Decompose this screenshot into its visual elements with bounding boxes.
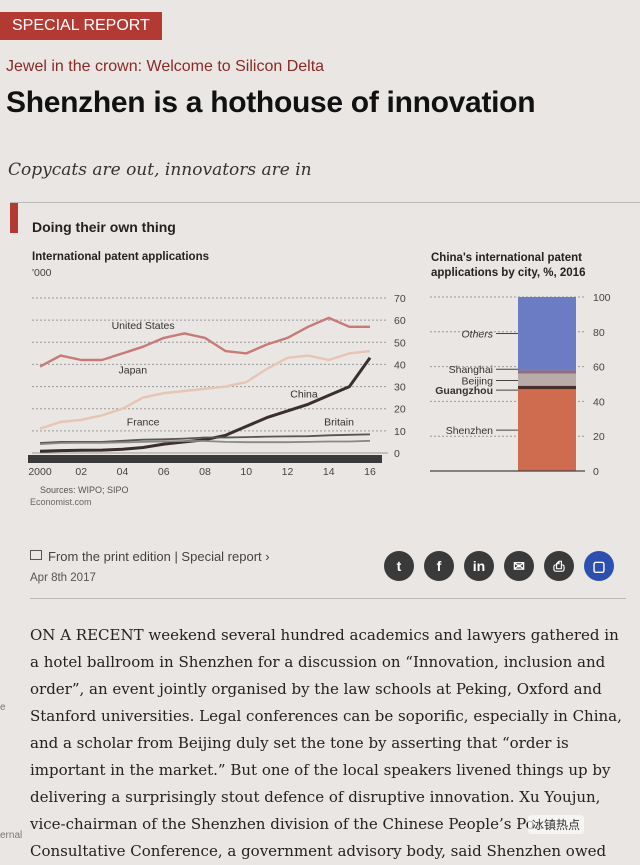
special-report-tag[interactable]: SPECIAL REPORT [0,12,162,40]
x-axis-band [28,455,382,463]
y-tick-label: 40 [394,359,406,371]
print-icon[interactable]: ⎙ [544,551,574,581]
chart-svg: 0 10 20 30 40 50 60 70 2000 02 04 06 08 10 12 14 16 Unite… [28,292,611,478]
x-tick-label: 2000 [28,466,52,478]
chart-credit: Economist.com [30,497,92,507]
series-label: United States [112,320,175,332]
x-tick-label: 12 [282,466,294,478]
y-tick-label: 60 [394,315,406,327]
bar-chart-title: China's international patent application… [431,252,586,279]
headline: Shenzhen is a hothouse of innovation [6,86,536,119]
x-tick-label: 06 [158,466,170,478]
linkedin-icon[interactable]: in [464,551,494,581]
x-tick-label: 02 [75,466,87,478]
bar-y-tick-label: 40 [593,396,605,408]
bar-y-tick-label: 20 [593,431,605,443]
bar-segment-label: Others [461,329,493,341]
y-tick-label: 20 [394,404,406,416]
bar-segment-beijing [518,373,576,386]
email-icon[interactable]: ✉ [504,551,534,581]
twitter-icon[interactable]: t [384,551,414,581]
series-label: France [127,416,160,428]
series-line-britain [39,439,371,445]
series-line-france [39,433,371,444]
chart-accent-bar [10,203,18,233]
bar-segment-others [518,297,576,371]
line-chart-unit: '000 [32,267,52,279]
y-tick-label: 10 [394,426,406,438]
print-edition-icon [30,550,42,560]
bar-segment-label: Shenzhen [446,425,493,437]
kicker: Jewel in the crown: Welcome to Silicon D… [6,58,325,75]
bar-segment-label: Shanghai [449,364,493,376]
margin-fragment: ernal [0,830,23,841]
series-line-japan [39,349,371,430]
x-tick-label: 16 [364,466,376,478]
chart-panel: Doing their own thing International pate… [10,202,640,513]
series-label: Britain [324,416,354,428]
article-date: Apr 8th 2017 [30,572,96,584]
y-tick-label: 0 [394,448,400,460]
bar-segment-shanghai [518,370,576,374]
x-tick-label: 10 [240,466,252,478]
chart-title: Doing their own thing [32,219,176,235]
chart-sources: Sources: WIPO; SIPO [40,485,129,495]
y-tick-label: 30 [394,382,406,394]
facebook-icon[interactable]: f [424,551,454,581]
divider [30,598,626,599]
bar-y-tick-label: 60 [593,362,605,374]
line-chart-subtitle: International patent applications [32,251,209,263]
y-tick-label: 70 [394,293,406,305]
x-tick-label: 04 [117,466,129,478]
article-body: ON A RECENT weekend several hundred acad… [30,626,622,860]
bar-y-tick-label: 0 [593,466,599,478]
comment-icon[interactable]: ▢ [584,551,614,581]
bar-segment-shenzhen [518,389,576,471]
series-label: China [290,389,318,401]
bar-y-tick-label: 100 [593,292,611,304]
series-label: Japan [119,364,148,376]
y-tick-label: 50 [394,337,406,349]
subhead: Copycats are out, innovators are in [8,160,312,180]
series-line-united-states [39,316,370,368]
print-edition-label: From the print edition | Special report … [48,549,270,564]
bar-segment-label: Guangzhou [435,385,493,397]
margin-fragment: e [0,702,6,713]
series-line-china [39,356,372,453]
x-tick-label: 14 [323,466,335,478]
bar-segment-guangzhou [518,385,576,390]
share-bar: t f in ✉ ⎙ ▢ [384,551,614,581]
watermark: 冰镇热点 [528,815,585,834]
bar-y-tick-label: 80 [593,327,605,339]
bar-segment-label: Beijing [461,376,493,388]
print-edition-link[interactable]: From the print edition | Special report … [30,549,270,564]
x-tick-label: 08 [199,466,211,478]
